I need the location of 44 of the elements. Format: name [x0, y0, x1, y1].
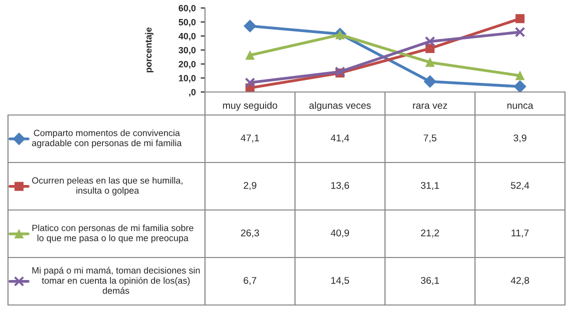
data-label: 13,6 [331, 182, 350, 190]
point [424, 36, 436, 47]
legend-label: Ocurren peleas en las que se humilla, insulta o golpea [32, 177, 182, 196]
data-label: 31,1 [420, 182, 439, 190]
data-label: 7,5 [424, 134, 436, 143]
point [514, 26, 526, 38]
y-tick-label: 40,0 [178, 32, 196, 41]
point [424, 75, 436, 88]
data-label: 52,4 [510, 182, 530, 190]
x-tick-label: nunca [507, 104, 534, 109]
point [244, 20, 256, 32]
point [514, 80, 526, 92]
point [515, 71, 525, 80]
y-tick-label: 50,0 [178, 18, 196, 27]
x-tick-label: rara vez [413, 104, 448, 109]
point [245, 50, 255, 60]
point [425, 44, 435, 53]
data-label: 6,7 [244, 276, 256, 286]
data-label: 2,9 [244, 182, 256, 190]
legend-label: Comparto momentos de convivencia agradable con personas de mi familia [32, 130, 182, 148]
x-tick-label: algunas veces [309, 102, 371, 111]
data-label: 40,9 [330, 229, 349, 238]
data-label: 36,1 [420, 276, 439, 286]
data-label: 42,8 [510, 276, 530, 286]
point [425, 58, 435, 67]
y-tick-label: 10,0 [178, 74, 196, 83]
y-axis-title: porcentaje [144, 27, 154, 72]
data-label: 47,1 [240, 134, 259, 143]
y-tick-label: 30,0 [178, 46, 196, 55]
y-tick-label: 20,0 [178, 60, 196, 69]
data-label: 3,9 [514, 134, 526, 143]
point [244, 77, 256, 88]
data-label: 11,7 [512, 230, 529, 238]
data-label: 41,4 [330, 134, 350, 143]
data-label: 21,2 [421, 229, 439, 238]
data-label: 14,5 [331, 277, 350, 286]
y-tick-label: 60,0 [178, 4, 196, 13]
legend-label: Platico con personas de mi familia sobre lo que me pasa o lo que me preocupa [32, 224, 194, 243]
y-tick-label: ,0 [189, 88, 196, 97]
data-label: 26,3 [241, 229, 260, 238]
point [335, 30, 345, 40]
legend-label: Mi papá o mi mamá, toman decisiones sin tomar en cuenta la opinión de los(as) demás [32, 266, 200, 294]
x-tick-label: muy seguido [223, 102, 278, 111]
point [515, 14, 525, 24]
